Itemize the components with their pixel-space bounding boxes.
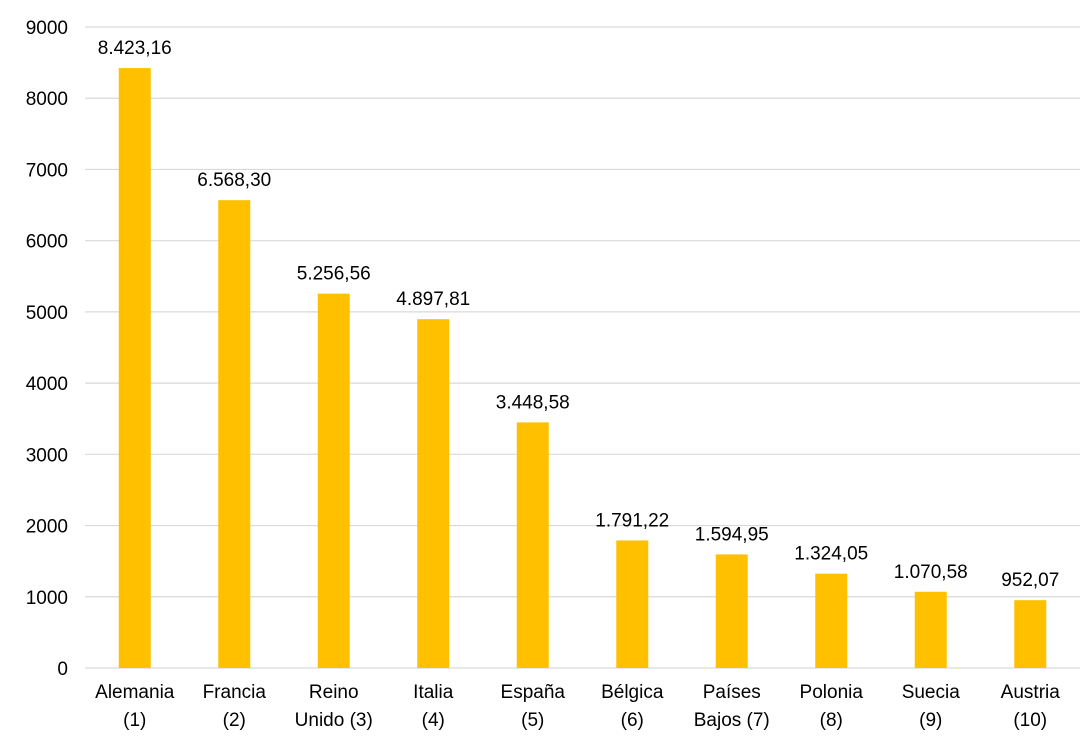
bar bbox=[914, 591, 947, 668]
x-tick-label: Bélgica bbox=[601, 682, 664, 703]
x-tick-label: Austria bbox=[1001, 682, 1061, 703]
bar bbox=[317, 293, 350, 668]
x-tick-label: (1) bbox=[123, 710, 146, 731]
data-label: 1.594,95 bbox=[695, 524, 769, 545]
x-axis-tick-labels: Alemania (1) Francia (2) Reino Unido (3) Itali… bbox=[95, 682, 1060, 731]
gridlines bbox=[85, 26, 1080, 669]
data-label: 1.324,05 bbox=[794, 544, 868, 565]
y-tick-label: 6000 bbox=[26, 232, 68, 253]
y-tick-label: 5000 bbox=[26, 303, 68, 324]
y-tick-label: 1000 bbox=[26, 588, 68, 609]
data-label: 952,07 bbox=[1001, 570, 1059, 591]
bar bbox=[417, 319, 450, 668]
x-tick-label: (9) bbox=[919, 710, 942, 731]
x-tick-label: Francia bbox=[203, 682, 267, 703]
x-tick-label: Polonia bbox=[800, 682, 864, 703]
y-axis-tick-labels: 0 1000 2000 3000 4000 5000 6000 7000 8000 9000 bbox=[26, 18, 68, 680]
y-tick-label: 0 bbox=[57, 659, 68, 680]
bar bbox=[118, 68, 151, 669]
y-tick-label: 2000 bbox=[26, 517, 68, 538]
x-tick-label: Unido (3) bbox=[295, 710, 373, 731]
x-tick-label: Reino bbox=[309, 682, 359, 703]
data-label: 3.448,58 bbox=[496, 392, 570, 413]
data-label: 4.897,81 bbox=[396, 289, 470, 310]
data-label: 5.256,56 bbox=[297, 264, 371, 285]
x-tick-label: (8) bbox=[820, 710, 843, 731]
x-tick-label: Suecia bbox=[902, 682, 961, 703]
bar bbox=[1014, 600, 1047, 668]
data-label: 6.568,30 bbox=[197, 170, 271, 191]
data-label: 8.423,16 bbox=[98, 38, 172, 59]
bar bbox=[218, 200, 251, 668]
y-tick-label: 9000 bbox=[26, 18, 68, 39]
x-tick-label: Alemania bbox=[95, 682, 175, 703]
x-tick-label: Italia bbox=[413, 682, 454, 703]
x-tick-label: (10) bbox=[1013, 710, 1047, 731]
bars bbox=[118, 68, 1047, 669]
x-tick-label: (6) bbox=[621, 710, 644, 731]
bar bbox=[616, 540, 649, 668]
x-tick-label: Bajos (7) bbox=[694, 710, 770, 731]
y-tick-label: 7000 bbox=[26, 160, 68, 181]
x-tick-label: Países bbox=[703, 682, 761, 703]
bar bbox=[516, 422, 549, 668]
data-label: 1.791,22 bbox=[595, 510, 669, 531]
bar bbox=[715, 554, 748, 668]
y-tick-label: 4000 bbox=[26, 374, 68, 395]
bar bbox=[815, 573, 848, 668]
y-tick-label: 3000 bbox=[26, 445, 68, 466]
data-labels: 8.423,16 6.568,30 5.256,56 4.897,81 3.448,58… bbox=[98, 38, 1060, 591]
x-tick-label: (4) bbox=[422, 710, 445, 731]
y-tick-label: 8000 bbox=[26, 89, 68, 110]
x-tick-label: (5) bbox=[521, 710, 544, 731]
x-tick-label: España bbox=[501, 682, 566, 703]
x-tick-label: (2) bbox=[223, 710, 246, 731]
data-label: 1.070,58 bbox=[894, 562, 968, 583]
